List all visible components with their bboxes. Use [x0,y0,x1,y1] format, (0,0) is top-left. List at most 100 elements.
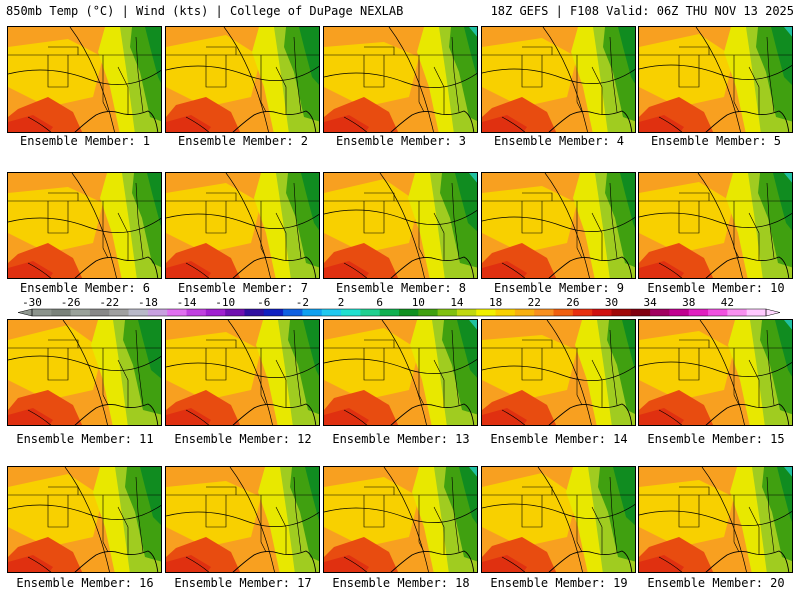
isotherm-contour [482,365,635,381]
coastline [74,256,159,278]
colorbar-tick-label: 34 [643,296,657,309]
temp-field-hottest [166,408,211,425]
state-border-line [733,201,740,259]
mexico-border-line [27,556,52,572]
isotherm-contour [542,27,588,132]
state-border-line [766,36,775,113]
temperature-map [166,27,319,132]
colorbar-segment [186,309,207,316]
colorbar-tick-label: -30 [22,296,42,309]
temp-field-hottest [8,261,53,278]
coastline [548,403,633,425]
state-border-line [576,55,583,113]
colorbar-tick-label: -2 [295,296,310,309]
coastline [74,550,159,572]
coastline [705,256,790,278]
state-border-line [117,212,129,261]
ensemble-member-caption: Ensemble Member: 18 [332,576,470,590]
isotherm-contour [8,217,161,233]
colorbar-segment [688,309,709,316]
colorbar-tick-label: -6 [257,296,271,309]
ensemble-member-caption: Ensemble Member: 5 [650,134,782,148]
temp-field-mid [8,39,103,107]
colorbar-tick-label: 42 [720,296,734,309]
state-border-line [748,212,760,261]
state-border-line [576,495,583,553]
state-border-line [433,212,445,261]
ensemble-map-panel [638,466,793,573]
colorbar-segment [592,309,612,316]
isotherm-contour [71,173,117,278]
state-border-line [260,55,267,113]
state-border-line [102,495,109,553]
colorbar-segment [128,309,149,316]
state-border-line [206,46,237,55]
temp-field-mid [8,325,103,400]
isotherm-contour [546,320,592,425]
temp-field-darkgreen [775,320,792,377]
state-border-line [205,348,227,381]
isotherm-contour [697,173,743,278]
state-border-line [293,36,302,113]
temp-field-hottest [166,555,211,572]
temp-field-mid [482,186,577,253]
temp-field-hottest [166,115,211,132]
state-border-line [451,182,460,259]
state-border-line [47,495,69,528]
temperature-map [639,320,792,425]
state-border-line [47,348,69,381]
ensemble-member-caption: Ensemble Member: 2 [177,134,309,148]
temperature-map [8,27,161,132]
temperature-map [166,467,319,572]
ensemble-map-panel [323,172,478,279]
state-border-line [591,212,603,261]
colorbar-segment [109,309,130,316]
state-border-line [733,495,740,553]
colorbar-segment [476,309,497,316]
coastline [390,110,475,132]
state-border-line [451,36,460,113]
ensemble-member-caption: Ensemble Member: 6 [19,281,151,295]
coastline [390,403,475,425]
colorbar-segment [437,309,458,316]
isotherm-contour [69,27,115,132]
state-border-line [733,55,740,113]
mexico-border-line [343,556,368,572]
colorbar-tick-label: 6 [376,296,383,309]
state-border-line [293,476,302,553]
isotherm-contour [64,467,110,572]
isotherm-contour [482,216,635,232]
isotherm-contour [62,320,108,425]
state-border-line [206,486,237,495]
state-border-line [48,339,79,348]
isotherm-contour [324,507,477,523]
temp-field-hottest [639,261,684,278]
state-border-line [135,182,144,259]
temp-field-darkgreen [622,320,635,370]
state-border-line [576,348,583,406]
temp-field-hottest [482,261,527,278]
mexico-border-line [658,116,683,132]
coastline [548,550,633,572]
ensemble-member-caption: Ensemble Member: 12 [174,432,312,446]
temperature-map [324,467,477,572]
colorbar-tick-label: 22 [527,296,541,309]
colorbar-segment [302,309,323,316]
state-border-line [135,36,144,113]
isotherm-contour [8,504,161,520]
state-border-line [609,476,618,553]
isotherm-contour [324,358,477,374]
isotherm-contour [379,173,425,278]
isotherm-contour [695,27,741,132]
isotherm-contour [166,511,319,527]
state-border-line [766,182,775,259]
colorbar-segment [244,309,265,316]
ensemble-member-caption: Ensemble Member: 9 [493,281,625,295]
state-border-line [522,486,553,495]
state-border-line [275,212,287,261]
state-border-line [275,66,287,115]
state-border-line [293,182,302,259]
colorbar-tick-label: -26 [60,296,81,309]
ensemble-member-caption: Ensemble Member: 1 [19,134,151,148]
mexico-border-line [27,262,52,278]
